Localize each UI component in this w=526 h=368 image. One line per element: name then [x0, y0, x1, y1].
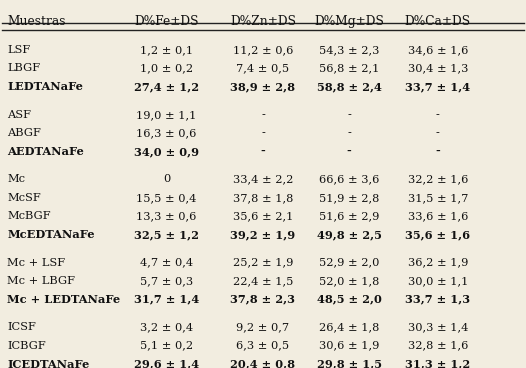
Text: -: - — [436, 146, 440, 157]
Text: -: - — [260, 146, 266, 157]
Text: 31,5 ± 1,7: 31,5 ± 1,7 — [408, 193, 468, 203]
Text: 52,9 ± 2,0: 52,9 ± 2,0 — [319, 258, 379, 268]
Text: -: - — [347, 110, 351, 120]
Text: 37,8 ± 2,3: 37,8 ± 2,3 — [230, 294, 296, 305]
Text: 15,5 ± 0,4: 15,5 ± 0,4 — [136, 193, 197, 203]
Text: D%Zn±DS: D%Zn±DS — [230, 15, 296, 28]
Text: 29,6 ± 1,4: 29,6 ± 1,4 — [134, 358, 199, 368]
Text: 1,2 ± 0,1: 1,2 ± 0,1 — [140, 45, 193, 55]
Text: 33,4 ± 2,2: 33,4 ± 2,2 — [233, 174, 293, 184]
Text: 5,1 ± 0,2: 5,1 ± 0,2 — [140, 341, 193, 351]
Text: 16,3 ± 0,6: 16,3 ± 0,6 — [136, 128, 197, 138]
Text: 7,4 ± 0,5: 7,4 ± 0,5 — [237, 63, 289, 74]
Text: 56,8 ± 2,1: 56,8 ± 2,1 — [319, 63, 379, 74]
Text: D%Fe±DS: D%Fe±DS — [134, 15, 199, 28]
Text: 31,7 ± 1,4: 31,7 ± 1,4 — [134, 294, 199, 305]
Text: 5,7 ± 0,3: 5,7 ± 0,3 — [140, 276, 193, 286]
Text: 52,0 ± 1,8: 52,0 ± 1,8 — [319, 276, 379, 286]
Text: 25,2 ± 1,9: 25,2 ± 1,9 — [233, 258, 293, 268]
Text: 26,4 ± 1,8: 26,4 ± 1,8 — [319, 322, 379, 332]
Text: Mc + LBGF: Mc + LBGF — [7, 276, 75, 286]
Text: 66,6 ± 3,6: 66,6 ± 3,6 — [319, 174, 379, 184]
Text: 33,6 ± 1,6: 33,6 ± 1,6 — [408, 211, 468, 221]
Text: Muestras: Muestras — [7, 15, 66, 28]
Text: 34,6 ± 1,6: 34,6 ± 1,6 — [408, 45, 468, 55]
Text: 36,2 ± 1,9: 36,2 ± 1,9 — [408, 258, 468, 268]
Text: Mc: Mc — [7, 174, 25, 184]
Text: 13,3 ± 0,6: 13,3 ± 0,6 — [136, 211, 197, 221]
Text: 29,8 ± 1,5: 29,8 ± 1,5 — [317, 358, 381, 368]
Text: AEDTANaFe: AEDTANaFe — [7, 146, 84, 157]
Text: ICSF: ICSF — [7, 322, 36, 332]
Text: 32,5 ± 1,2: 32,5 ± 1,2 — [134, 229, 199, 240]
Text: 34,0 ± 0,9: 34,0 ± 0,9 — [134, 146, 199, 157]
Text: 3,2 ± 0,4: 3,2 ± 0,4 — [140, 322, 193, 332]
Text: 58,8 ± 2,4: 58,8 ± 2,4 — [317, 81, 381, 92]
Text: 27,4 ± 1,2: 27,4 ± 1,2 — [134, 81, 199, 92]
Text: ABGF: ABGF — [7, 128, 41, 138]
Text: 54,3 ± 2,3: 54,3 ± 2,3 — [319, 45, 379, 55]
Text: -: - — [436, 128, 440, 138]
Text: 20,4 ± 0,8: 20,4 ± 0,8 — [230, 358, 296, 368]
Text: 38,9 ± 2,8: 38,9 ± 2,8 — [230, 81, 296, 92]
Text: ICEDTANaFe: ICEDTANaFe — [7, 358, 89, 368]
Text: McBGF: McBGF — [7, 211, 51, 221]
Text: 33,7 ± 1,3: 33,7 ± 1,3 — [405, 294, 470, 305]
Text: -: - — [347, 128, 351, 138]
Text: 0: 0 — [163, 174, 170, 184]
Text: 31,3 ± 1,2: 31,3 ± 1,2 — [405, 358, 470, 368]
Text: D%Mg±DS: D%Mg±DS — [314, 15, 384, 28]
Text: 39,2 ± 1,9: 39,2 ± 1,9 — [230, 229, 296, 240]
Text: LEDTANaFe: LEDTANaFe — [7, 81, 83, 92]
Text: 35,6 ± 2,1: 35,6 ± 2,1 — [233, 211, 293, 221]
Text: Mc + LEDTANaFe: Mc + LEDTANaFe — [7, 294, 120, 305]
Text: ASF: ASF — [7, 110, 32, 120]
Text: 6,3 ± 0,5: 6,3 ± 0,5 — [237, 341, 289, 351]
Text: 4,7 ± 0,4: 4,7 ± 0,4 — [140, 258, 193, 268]
Text: 32,8 ± 1,6: 32,8 ± 1,6 — [408, 341, 468, 351]
Text: 33,7 ± 1,4: 33,7 ± 1,4 — [405, 81, 470, 92]
Text: 51,6 ± 2,9: 51,6 ± 2,9 — [319, 211, 379, 221]
Text: 30,3 ± 1,4: 30,3 ± 1,4 — [408, 322, 468, 332]
Text: D%Ca±DS: D%Ca±DS — [404, 15, 471, 28]
Text: 30,4 ± 1,3: 30,4 ± 1,3 — [408, 63, 468, 74]
Text: 49,8 ± 2,5: 49,8 ± 2,5 — [317, 229, 381, 240]
Text: 30,0 ± 1,1: 30,0 ± 1,1 — [408, 276, 468, 286]
Text: 9,2 ± 0,7: 9,2 ± 0,7 — [237, 322, 289, 332]
Text: -: - — [261, 128, 265, 138]
Text: 30,6 ± 1,9: 30,6 ± 1,9 — [319, 341, 379, 351]
Text: 1,0 ± 0,2: 1,0 ± 0,2 — [140, 63, 193, 74]
Text: ICBGF: ICBGF — [7, 341, 46, 351]
Text: 37,8 ± 1,8: 37,8 ± 1,8 — [233, 193, 293, 203]
Text: -: - — [347, 146, 351, 157]
Text: LSF: LSF — [7, 45, 31, 55]
Text: 19,0 ± 1,1: 19,0 ± 1,1 — [136, 110, 197, 120]
Text: 22,4 ± 1,5: 22,4 ± 1,5 — [233, 276, 293, 286]
Text: 35,6 ± 1,6: 35,6 ± 1,6 — [406, 229, 470, 240]
Text: -: - — [436, 110, 440, 120]
Text: McEDTANaFe: McEDTANaFe — [7, 229, 95, 240]
Text: LBGF: LBGF — [7, 63, 41, 74]
Text: 48,5 ± 2,0: 48,5 ± 2,0 — [317, 294, 381, 305]
Text: 11,2 ± 0,6: 11,2 ± 0,6 — [233, 45, 293, 55]
Text: McSF: McSF — [7, 193, 41, 203]
Text: 32,2 ± 1,6: 32,2 ± 1,6 — [408, 174, 468, 184]
Text: Mc + LSF: Mc + LSF — [7, 258, 65, 268]
Text: 51,9 ± 2,8: 51,9 ± 2,8 — [319, 193, 379, 203]
Text: -: - — [261, 110, 265, 120]
